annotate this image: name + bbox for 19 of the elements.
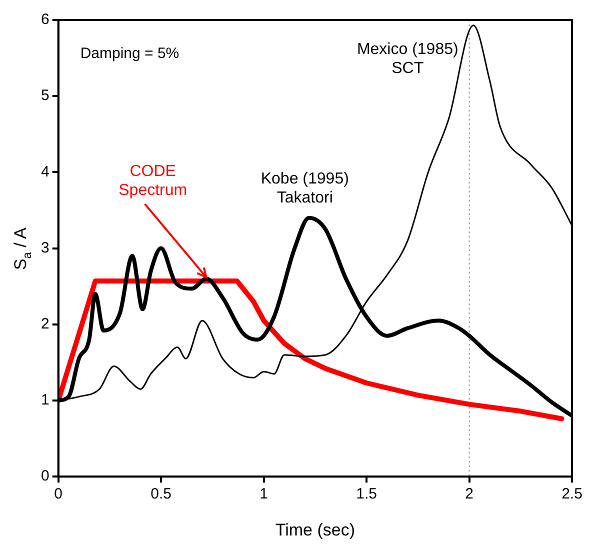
x-tick-label: 0 [54, 486, 63, 503]
x-tick-label: 1 [260, 486, 268, 503]
y-axis-title: Sa / A [11, 226, 34, 270]
series-label: Kobe (1995) Takatori [260, 170, 349, 207]
x-tick-label: 0.5 [150, 486, 172, 503]
y-tick-label: 4 [41, 163, 50, 180]
x-tick-label: 2 [465, 486, 474, 503]
text: CODE Spectrum [118, 163, 188, 200]
y-tick-label: 6 [41, 11, 50, 28]
y-tick-label: 1 [41, 392, 50, 409]
y-tick-label: 5 [41, 87, 50, 104]
annotation: Damping = 5% [80, 45, 180, 62]
x-tick-label: 2.5 [562, 486, 582, 503]
y-tick-label: 3 [41, 239, 50, 256]
x-axis-title: Time (sec) [275, 520, 355, 540]
x-tick-label: 1.5 [356, 486, 377, 503]
y-tick-label: 0 [41, 468, 50, 485]
series-label: Mexico (1985) SCT [356, 41, 458, 78]
y-tick-label: 2 [41, 316, 50, 333]
